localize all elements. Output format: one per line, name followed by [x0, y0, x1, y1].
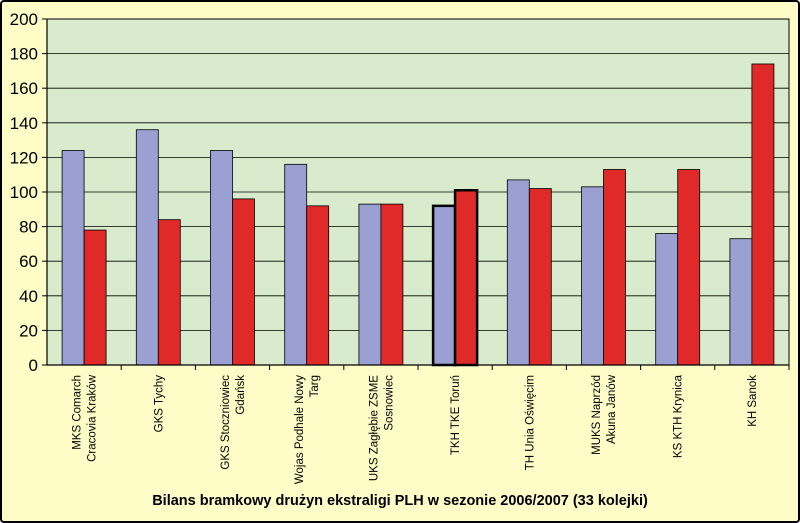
x-category-label: KH Sanok — [747, 375, 759, 427]
gridlines — [47, 18, 789, 331]
bar-series-1 — [61, 150, 85, 366]
bar-series-2 — [453, 189, 479, 367]
bar-series-1 — [135, 129, 159, 366]
x-category-label: TKH TKE Toruń — [450, 375, 462, 455]
x-category-label: MKS Comarch Cracovia Kraków — [72, 374, 99, 462]
bar-series-2 — [306, 205, 330, 366]
x-category-label: GKS Tychy — [153, 375, 165, 433]
y-tick-label: 200 — [10, 10, 38, 29]
x-category-label: UKS Zagłębie ZSME Sosnowiec — [368, 375, 395, 481]
y-tick-label: 140 — [10, 114, 38, 133]
bar-series-1 — [284, 163, 308, 366]
y-tick-label: 40 — [19, 287, 38, 306]
y-axis-ticks: 0 20 40 60 80 100 120 140 160 180 200 — [10, 10, 47, 375]
bar-series-1 — [581, 186, 604, 366]
bar-series-2 — [83, 229, 107, 366]
y-tick-label: 20 — [19, 321, 38, 340]
x-category-label: GKS Stoczniowiec Gdańsk — [220, 375, 247, 470]
bars — [61, 63, 775, 367]
y-tick-label: 0 — [29, 356, 38, 375]
bar-series-2 — [528, 188, 552, 366]
y-tick-label: 80 — [19, 218, 38, 237]
bar-series-1 — [655, 233, 679, 366]
chart-title: Bilans bramkowy drużyn ekstraligi PLH w … — [152, 493, 648, 509]
bar-series-2 — [232, 198, 255, 366]
y-tick-label: 160 — [10, 79, 38, 98]
y-tick-label: 120 — [10, 148, 38, 167]
x-category-label: Wojas Podhale Nowy Targ — [294, 375, 321, 484]
bar-series-2 — [677, 169, 701, 366]
bar-series-1 — [358, 203, 382, 366]
y-tick-label: 60 — [19, 252, 38, 271]
x-category-label: KS KTH Krynica — [673, 374, 685, 458]
bar-series-1 — [210, 150, 233, 366]
bar-series-2 — [751, 63, 775, 366]
bar-series-2 — [380, 203, 404, 366]
bar-series-1 — [506, 179, 530, 366]
x-category-label: TH Unia Oświęcim — [524, 375, 536, 470]
x-category-label: MUKS Naprzód Akuna Janów — [591, 374, 618, 455]
x-axis-labels: MKS Comarch Cracovia Kraków GKS Tychy GKS S… — [72, 365, 790, 484]
bar-series-1 — [729, 238, 753, 366]
bar-series-2 — [603, 169, 626, 366]
y-tick-label: 100 — [10, 183, 38, 202]
y-tick-label: 180 — [10, 45, 38, 64]
bar-series-1 — [431, 204, 457, 367]
bar-series-2 — [157, 219, 181, 366]
